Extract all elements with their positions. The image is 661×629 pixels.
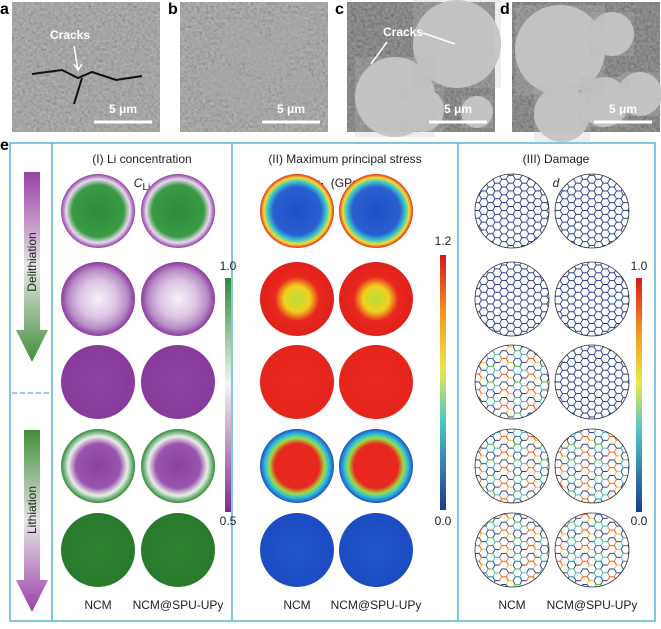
quantity-symbol: CLi (134, 176, 150, 192)
particle-map (474, 512, 550, 588)
colorbar-max: 1.0 (220, 259, 237, 273)
colorbar (225, 278, 231, 512)
particle-map (339, 429, 413, 503)
annotation-arrow (370, 32, 456, 65)
annotation: Cracks (50, 28, 90, 42)
delithiation-arrow (16, 172, 48, 362)
sem-image: a 5 μm Cracks (0, 1, 160, 132)
colorbar-min: 0.5 (220, 514, 237, 528)
panel-label: e (0, 137, 9, 154)
crack (31, 68, 143, 105)
particle-map (339, 513, 413, 587)
panel-frame (9, 142, 656, 622)
sem-image: b 5 μm (168, 1, 328, 132)
particle-map (61, 345, 135, 419)
panel-label: a (0, 1, 9, 18)
panel-label: b (168, 1, 178, 18)
colorbar-max: 1.0 (631, 259, 648, 273)
column-title: (I) Li concentration (92, 152, 191, 166)
sample-label: NCM@SPU-UPy (133, 598, 224, 612)
scale-bar-label: 5 μm (277, 102, 305, 116)
particle-map (260, 262, 334, 336)
scale-bar-label: 5 μm (109, 102, 137, 116)
sem-image: c 5 μm Cracks (335, 0, 501, 137)
particle-texture (534, 86, 590, 142)
particle (230, 77, 270, 117)
particle-map (554, 173, 630, 249)
symbol: C (134, 176, 143, 190)
column-title: (II) Maximum principal stress (268, 152, 421, 166)
particle-map (554, 512, 630, 588)
particle-map (141, 429, 215, 503)
particle (218, 20, 262, 64)
sample-label: NCM@SPU-UPy (331, 598, 422, 612)
symbol-subscript: Li (142, 182, 150, 193)
sem-image: d 5 μm (500, 1, 661, 142)
particle-map (339, 345, 413, 419)
sem-panels: a 5 μm Cracks b 5 μm c 5 μm Cracks d 5 μm (0, 0, 661, 142)
particle-map (339, 262, 413, 336)
particle-map (260, 429, 334, 503)
particle-map (474, 344, 550, 420)
sample-label: NCM (84, 598, 111, 612)
particle-map (61, 262, 135, 336)
particle-map (61, 174, 135, 248)
colorbar-min: 0.0 (631, 514, 648, 528)
lithiation-arrow (16, 430, 48, 612)
image-texture (12, 2, 160, 132)
particle-map (141, 262, 215, 336)
panel-label: d (500, 1, 510, 18)
colorbar (636, 278, 642, 512)
particle-map (474, 261, 550, 337)
particle (284, 71, 316, 103)
simulation-panel: e Delithiation Lithiation (I) Li concentrat… (0, 137, 656, 622)
particle-map (141, 345, 215, 419)
symbol: d (553, 176, 560, 190)
particle-map (141, 513, 215, 587)
scale-bar-label: 5 μm (609, 102, 637, 116)
particle-map (61, 429, 135, 503)
scale-bar-label: 5 μm (444, 102, 472, 116)
colorbar-max: 1.2 (435, 234, 452, 248)
process-label: Lithiation (25, 486, 39, 534)
panel-label: c (335, 1, 344, 18)
particle-map (260, 174, 334, 248)
particle-texture (413, 0, 501, 88)
particle-map (260, 513, 334, 587)
particle-map (61, 513, 135, 587)
particle-map (260, 345, 334, 419)
particle-map (474, 428, 550, 504)
particle-map (554, 261, 630, 337)
particle-map (554, 344, 630, 420)
sample-label: NCM@SPU-UPy (547, 598, 638, 612)
colorbar-min: 0.0 (435, 514, 452, 528)
particle-texture (400, 88, 444, 132)
particle-texture (515, 5, 605, 95)
particle-map (339, 174, 413, 248)
sample-label: NCM (283, 598, 310, 612)
particle-map (474, 173, 550, 249)
particle-map (141, 174, 215, 248)
sample-label: NCM (498, 598, 525, 612)
image-texture (180, 2, 328, 132)
process-label: Delithiation (25, 232, 39, 291)
particle (250, 42, 290, 82)
colorbar (440, 255, 446, 510)
particle-map (554, 428, 630, 504)
particle (272, 14, 308, 50)
particle-texture (461, 96, 493, 128)
annotation-arrow (73, 45, 83, 72)
particle-texture (579, 77, 629, 127)
particle-texture (590, 12, 634, 56)
quantity-symbol: d (553, 176, 560, 190)
annotation: Cracks (383, 25, 423, 39)
particle (202, 64, 238, 100)
column-title: (III) Damage (523, 152, 590, 166)
